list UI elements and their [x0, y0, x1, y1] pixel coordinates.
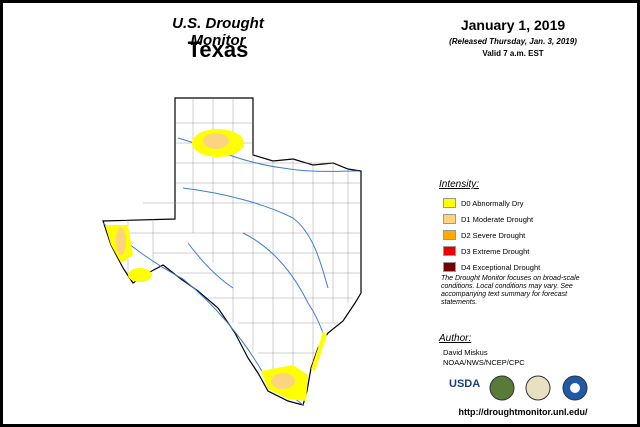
d1-area [203, 133, 229, 149]
legend-item: D4 Exceptional Drought [443, 259, 540, 275]
program-title: U.S. Drought Monitor [172, 15, 264, 49]
note: The Drought Monitor focuses on broad-sca… [441, 275, 580, 306]
legend-label: D2 Severe Drought [461, 230, 526, 240]
legend-label: D1 Moderate Drought [461, 214, 534, 224]
author-org: NOAA/NWS/NCEP/CPC [443, 358, 525, 367]
legend-swatch [443, 230, 456, 240]
d0-area [128, 268, 152, 282]
legend: D0 Abnormally Dry D1 Moderate Drought D2 S… [443, 195, 540, 275]
legend-swatch [443, 214, 456, 224]
legend-item: D0 Abnormally Dry [443, 195, 540, 211]
legend-swatch [443, 262, 456, 272]
author-title: Author: [439, 333, 472, 344]
map-date: January 1, 2019 [460, 17, 566, 33]
noaa-logo-center [570, 383, 580, 393]
release-date: (Released Thursday, Jan. 3, 2019) [449, 37, 577, 46]
rivers [102, 137, 359, 406]
d1-area [116, 227, 126, 255]
legend-item: D2 Severe Drought [443, 227, 540, 243]
author-name: David Miskus [443, 348, 488, 357]
usda-logo: USDA [449, 378, 481, 390]
url: http://droughtmonitor.unl.edu/ [458, 407, 588, 417]
legend-item: D1 Moderate Drought [443, 211, 540, 227]
d1-area [271, 373, 295, 389]
d0-area [311, 331, 327, 371]
state-title: Texas [187, 37, 249, 62]
nws-logo [489, 375, 515, 401]
drought-areas [105, 129, 327, 401]
legend-label: D4 Exceptional Drought [461, 262, 541, 272]
legend-label: D0 Abnormally Dry [461, 198, 524, 208]
doc-logo [525, 375, 551, 401]
legend-swatch [443, 198, 456, 208]
valid-time: Valid 7 a.m. EST [482, 49, 544, 58]
legend-item: D3 Extreme Drought [443, 243, 540, 259]
legend-title: Intensity: [439, 179, 480, 190]
legend-label: D3 Extreme Drought [461, 246, 530, 256]
map [102, 97, 588, 406]
legend-swatch [443, 246, 456, 256]
